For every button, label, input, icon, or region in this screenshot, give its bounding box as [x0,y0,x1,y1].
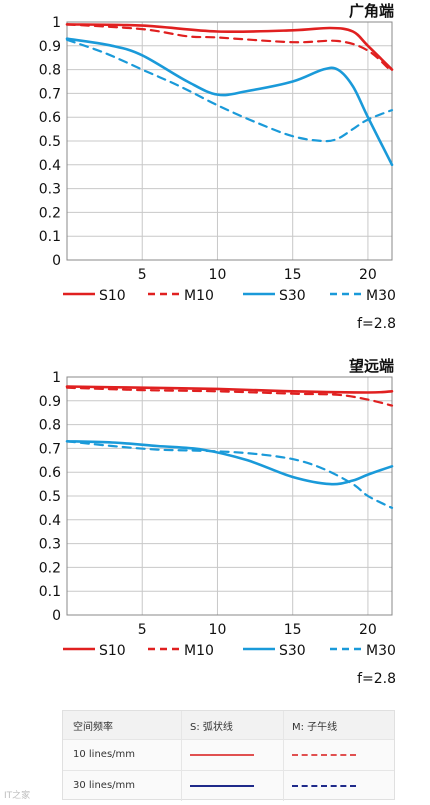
header-spatial-frequency: 空间频率 [73,721,113,733]
series-line-m10 [65,386,394,407]
y-tick-label: 0.6 [39,110,61,126]
chart-title: 广角端 [349,2,394,20]
legend-label-s30: S30 [279,288,306,304]
series-line-m30 [65,38,394,143]
x-tick-label: 15 [284,267,302,283]
y-tick-label: 0.1 [39,584,61,600]
x-tick-label: 15 [284,622,302,638]
series-line-s10 [65,385,394,394]
legend-label-s30: S30 [279,643,306,659]
legend-label-m30: M30 [366,643,396,659]
sample-dashed-10 [292,753,356,756]
sample-solid-10 [190,753,254,756]
y-tick-label: 0.9 [39,39,61,55]
x-tick-label: 20 [359,267,377,283]
legend-table-row: 30 lines/mm [63,770,394,801]
aperture-label: f=2.8 [357,316,396,332]
y-tick-label: 1 [52,370,61,386]
y-tick-label: 0.1 [39,229,61,245]
legend-label-m10: M10 [184,643,214,659]
y-tick-label: 0 [52,608,61,624]
legend-label-m10: M10 [184,288,214,304]
y-tick-label: 0.4 [39,513,61,529]
y-tick-label: 0.8 [39,418,61,434]
legend-label-s10: S10 [99,288,126,304]
series-line-m10 [65,23,394,74]
x-tick-label: 10 [209,267,227,283]
y-tick-label: 0.3 [39,182,61,198]
sample-dashed-30 [292,784,356,787]
y-tick-label: 0.7 [39,441,61,457]
legend-label-m30: M30 [366,288,396,304]
x-tick-label: 20 [359,622,377,638]
y-tick-label: 0.4 [39,158,61,174]
y-tick-label: 0.6 [39,465,61,481]
x-tick-label: 5 [138,267,147,283]
y-tick-label: 0.5 [39,134,61,150]
y-tick-label: 0.3 [39,537,61,553]
header-sagittal: S: 弧状线 [181,711,281,739]
y-tick-label: 0.7 [39,86,61,102]
plot-frame [66,376,393,616]
y-tick-label: 0.5 [39,489,61,505]
legend-table: 空间频率 S: 弧状线 M: 子午线 10 lines/mm 30 lines/… [62,710,395,801]
y-tick-label: 0.2 [39,560,61,576]
y-tick-label: 0.8 [39,63,61,79]
row-label-10-lines: 10 lines/mm [73,749,136,760]
series-line-s30 [65,37,394,167]
row-label-30-lines: 30 lines/mm [73,780,136,791]
sample-solid-30 [190,784,254,787]
series-line-s10 [65,23,394,71]
header-meridional: M: 子午线 [283,711,395,739]
series-line-m30 [65,440,394,509]
legend-table-header: 空间频率 S: 弧状线 M: 子午线 [63,711,394,740]
watermark: IT之家 [4,791,31,801]
legend-label-s10: S10 [99,643,126,659]
y-tick-label: 0.2 [39,205,61,221]
chart-title: 望远端 [349,357,394,375]
y-tick-label: 0 [52,253,61,269]
x-tick-label: 5 [138,622,147,638]
x-tick-label: 10 [209,622,227,638]
legend-table-row: 10 lines/mm [63,739,394,771]
aperture-label: f=2.8 [357,671,396,687]
y-tick-label: 1 [52,15,61,31]
series-line-s30 [65,440,394,486]
y-tick-label: 0.9 [39,394,61,410]
plot-frame [66,21,393,261]
